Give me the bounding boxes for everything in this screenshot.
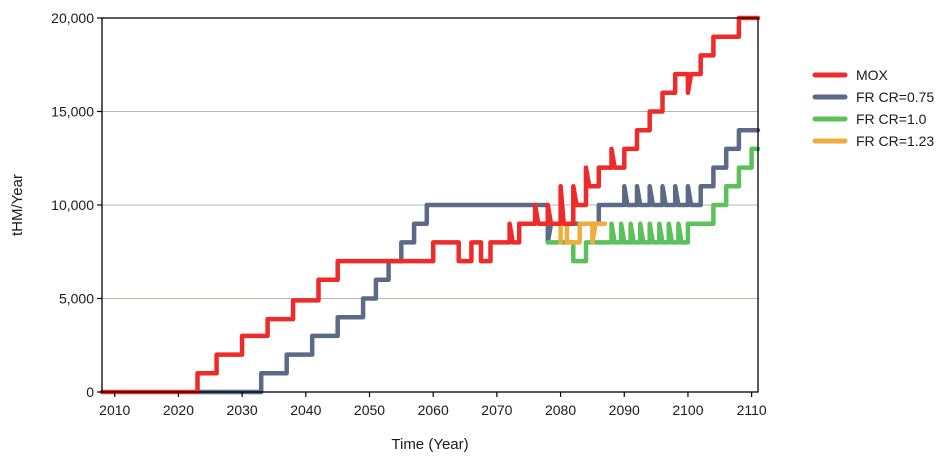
x-tick-label: 2050 <box>354 402 385 418</box>
x-tick-label: 2020 <box>163 402 194 418</box>
x-tick-label: 2070 <box>481 402 512 418</box>
series-line-fr-cr-0-75 <box>195 127 761 395</box>
x-tick-label: 2060 <box>418 402 449 418</box>
y-tick-label: 0 <box>86 384 94 400</box>
series-line-mox <box>99 15 761 395</box>
y-tick-label: 15,000 <box>51 104 94 120</box>
legend-label: FR CR=0.75 <box>856 89 934 105</box>
series-line-fr-cr-1-23 <box>558 221 608 245</box>
x-tick-label: 2010 <box>99 402 130 418</box>
series-line-fr-cr-1-0 <box>545 146 761 264</box>
legend-label: MOX <box>856 67 889 83</box>
y-axis-ticks: 0 5,000 10,000 15,000 20,000 <box>51 10 102 400</box>
x-tick-label: 2080 <box>545 402 576 418</box>
legend: MOX FR CR=0.75 FR CR=1.0 FR CR=1.23 <box>812 67 934 149</box>
x-tick-label: 2030 <box>227 402 258 418</box>
legend-label: FR CR=1.0 <box>856 111 927 127</box>
y-tick-label: 10,000 <box>51 197 94 213</box>
x-tick-label: 2040 <box>290 402 321 418</box>
x-tick-label: 2090 <box>609 402 640 418</box>
x-tick-label: 2100 <box>672 402 703 418</box>
x-axis-ticks: 2010 2020 2030 2040 2050 2060 2070 2080 2090 2100… <box>99 392 767 418</box>
y-tick-label: 5,000 <box>59 291 94 307</box>
x-tick-label: 2110 <box>737 402 767 418</box>
series-layer <box>99 15 761 395</box>
y-axis-title: tHM/Year <box>9 174 26 236</box>
legend-label: FR CR=1.23 <box>856 133 934 149</box>
y-tick-label: 20,000 <box>51 10 94 26</box>
x-axis-title: Time (Year) <box>391 436 468 453</box>
